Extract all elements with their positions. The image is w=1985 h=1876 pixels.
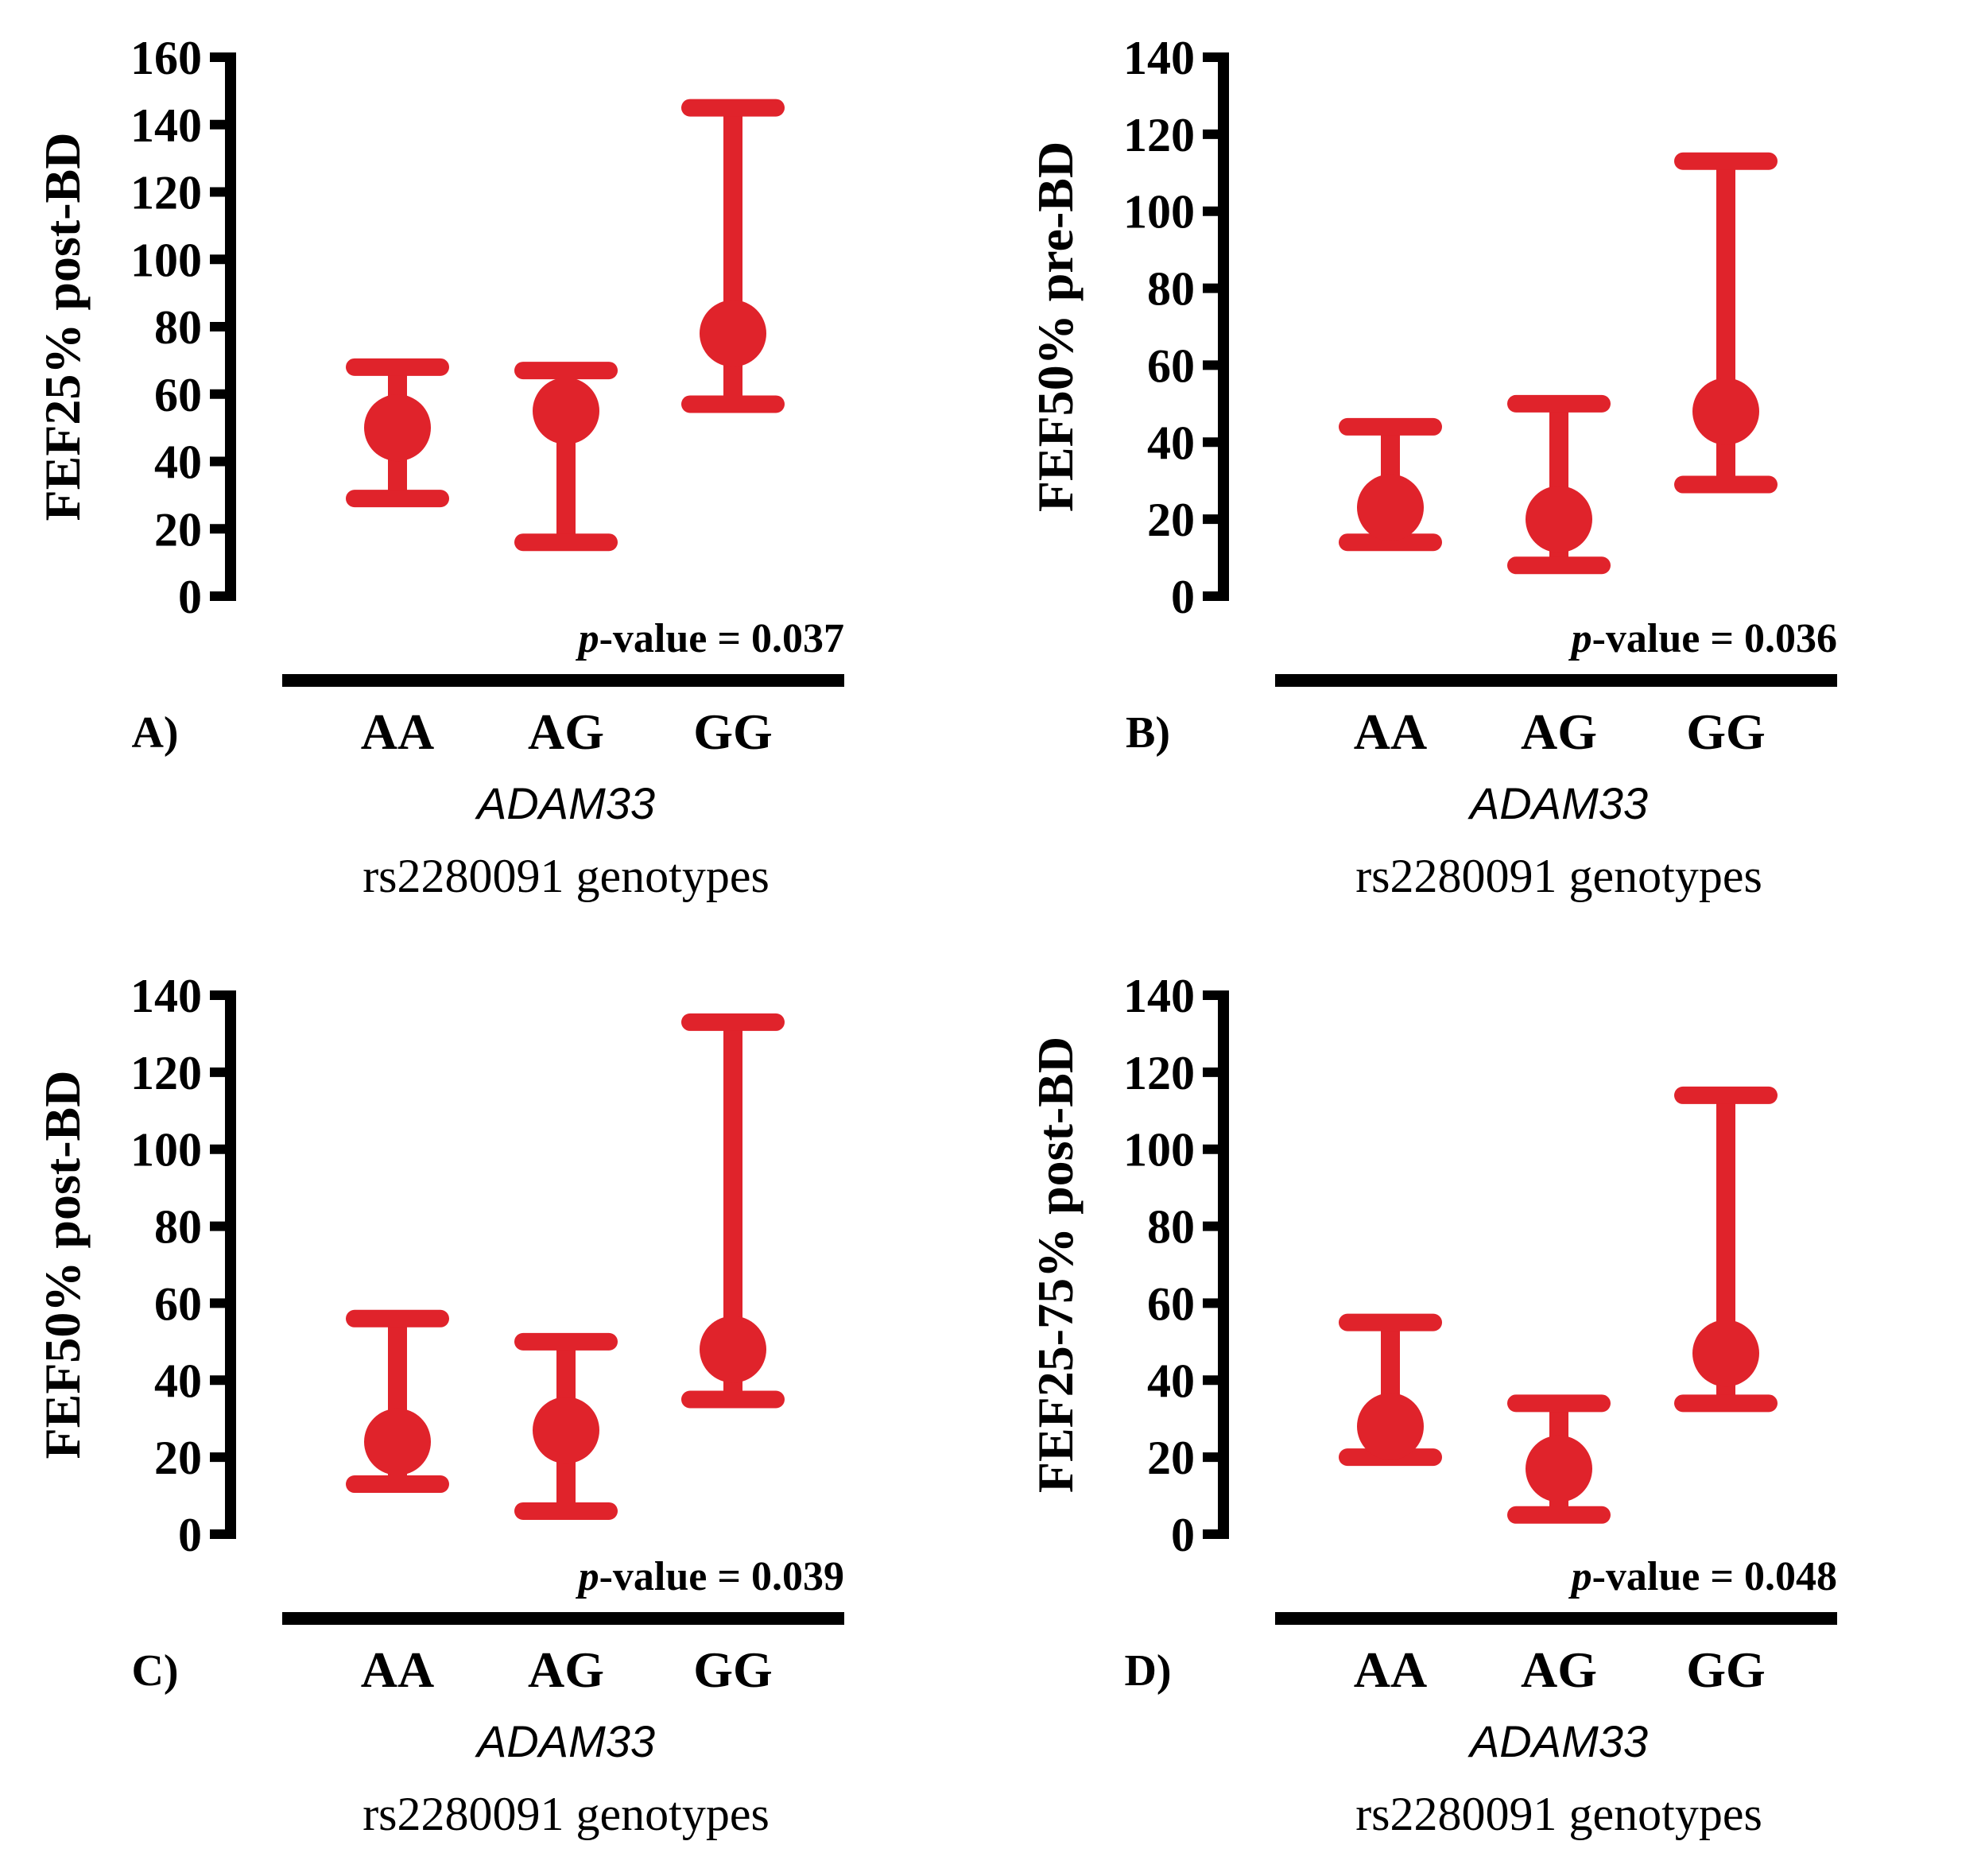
y-tick-label: 80 (1147, 1201, 1195, 1254)
y-tick-label: 40 (1147, 1355, 1195, 1407)
y-tick-label: 100 (1123, 1124, 1195, 1176)
panel-letter-b: B) (1126, 708, 1170, 758)
y-axis-label: FEF25-75% post-BD (1027, 1037, 1084, 1493)
median-point (700, 1316, 766, 1383)
p-value-text: -value = 0.039 (599, 1554, 844, 1599)
median-point (1357, 474, 1424, 541)
y-tick-label: 80 (1147, 263, 1195, 316)
y-tick-label: 20 (154, 503, 202, 556)
median-point (1526, 1435, 1592, 1502)
y-tick-label: 100 (1123, 186, 1195, 238)
y-axis-label: FEF50% post-BD (34, 1071, 91, 1459)
p-value-text: -value = 0.037 (599, 616, 844, 661)
x-axis-label: rs2280091 genotypes (362, 850, 770, 902)
p-value-label: p-value = 0.039 (576, 1554, 844, 1599)
y-tick-label: 40 (1147, 417, 1195, 469)
y-tick-label: 120 (1123, 109, 1195, 161)
median-point (1526, 486, 1592, 553)
p-value-text: -value = 0.036 (1592, 616, 1837, 661)
chart-d-svg: 0 20 40 60 80 100 120 140 FEF25-75% post-BD p-val… (1027, 970, 1837, 1840)
y-axis-label: FEF50% pre-BD (1027, 141, 1084, 512)
y-tick-label: 120 (130, 1047, 202, 1099)
median-point (700, 300, 766, 367)
p-value-italic-p: p (1568, 616, 1592, 661)
x-axis-label: rs2280091 genotypes (1355, 850, 1762, 902)
y-tick-label: 120 (130, 167, 202, 219)
y-tick-label: 0 (178, 1509, 202, 1561)
panel-letter-d: D) (1124, 1646, 1171, 1696)
y-tick-label: 40 (154, 436, 202, 489)
x-category-label: GG (693, 1642, 773, 1698)
median-point (1357, 1393, 1424, 1460)
p-value-label: p-value = 0.037 (576, 616, 844, 661)
x-category-label: GG (693, 704, 773, 760)
y-tick-label: 140 (130, 99, 202, 152)
x-axis-gene-label: ADAM33 (475, 778, 655, 828)
y-tick-label: 80 (154, 1201, 202, 1254)
x-axis-label: rs2280091 genotypes (362, 1788, 770, 1840)
y-tick-label: 100 (130, 1124, 202, 1176)
y-tick-label: 20 (1147, 494, 1195, 546)
p-value-text: -value = 0.048 (1592, 1554, 1837, 1599)
y-tick-label: 100 (130, 234, 202, 286)
p-value-italic-p: p (576, 1554, 599, 1599)
x-axis-gene-label: ADAM33 (1467, 778, 1648, 828)
panel-letter-c: C) (131, 1646, 178, 1696)
y-tick-label: 0 (178, 571, 202, 623)
x-axis-gene-label: ADAM33 (475, 1716, 655, 1766)
y-tick-label: 140 (1123, 970, 1195, 1022)
x-category-label: AA (1354, 1642, 1427, 1698)
y-tick-label: 0 (1171, 1509, 1195, 1561)
x-category-label: AA (361, 1642, 434, 1698)
chart-panel-a: 0 20 40 60 80 100 120 140 160 FEF25% post-BD p-val… (0, 0, 992, 938)
chart-panel-d: 0 20 40 60 80 100 120 140 FEF25-75% post-BD p-val… (993, 938, 1985, 1876)
chart-panel-b: 0 20 40 60 80 100 120 140 FEF50% pre-BD p-value =… (993, 0, 1985, 938)
chart-panel-c: 0 20 40 60 80 100 120 140 FEF50% post-BD p-value … (0, 938, 992, 1876)
median-point (364, 1408, 431, 1475)
chart-b-svg: 0 20 40 60 80 100 120 140 FEF50% pre-BD p-value =… (1027, 32, 1837, 902)
y-tick-label: 60 (1147, 339, 1195, 392)
p-value-italic-p: p (1568, 1554, 1592, 1599)
x-axis-gene-label: ADAM33 (1467, 1716, 1648, 1766)
x-category-label: GG (1686, 1642, 1766, 1698)
median-point (1692, 378, 1759, 445)
x-category-label: AG (528, 704, 604, 760)
panel-letter-a: A) (131, 708, 178, 758)
y-axis-label: FEF25% post-BD (34, 133, 91, 521)
y-tick-label: 140 (1123, 32, 1195, 84)
y-tick-label: 40 (154, 1355, 202, 1407)
median-point (364, 394, 431, 462)
chart-a-svg: 0 20 40 60 80 100 120 140 160 FEF25% post-BD p-val… (34, 32, 844, 902)
x-category-label: AG (1521, 704, 1597, 760)
p-value-label: p-value = 0.036 (1568, 616, 1837, 661)
x-category-label: AA (361, 704, 434, 760)
p-value-italic-p: p (576, 616, 599, 661)
p-value-label: p-value = 0.048 (1568, 1554, 1837, 1599)
x-category-label: AG (528, 1642, 604, 1698)
y-tick-label: 60 (154, 1277, 202, 1330)
y-tick-label: 120 (1123, 1047, 1195, 1099)
y-tick-label: 60 (1147, 1277, 1195, 1330)
x-category-label: GG (1686, 704, 1766, 760)
y-tick-label: 140 (130, 970, 202, 1022)
y-tick-label: 60 (154, 369, 202, 421)
chart-c-svg: 0 20 40 60 80 100 120 140 FEF50% post-BD p-value … (34, 970, 844, 1840)
x-category-label: AA (1354, 704, 1427, 760)
y-tick-label: 20 (1147, 1432, 1195, 1484)
median-point (533, 1397, 599, 1464)
y-tick-label: 160 (130, 32, 202, 84)
y-tick-label: 20 (154, 1432, 202, 1484)
y-tick-label: 80 (154, 301, 202, 354)
x-category-label: AG (1521, 1642, 1597, 1698)
median-point (1692, 1320, 1759, 1387)
y-tick-label: 0 (1171, 571, 1195, 623)
median-point (533, 377, 599, 444)
x-axis-label: rs2280091 genotypes (1355, 1788, 1762, 1840)
